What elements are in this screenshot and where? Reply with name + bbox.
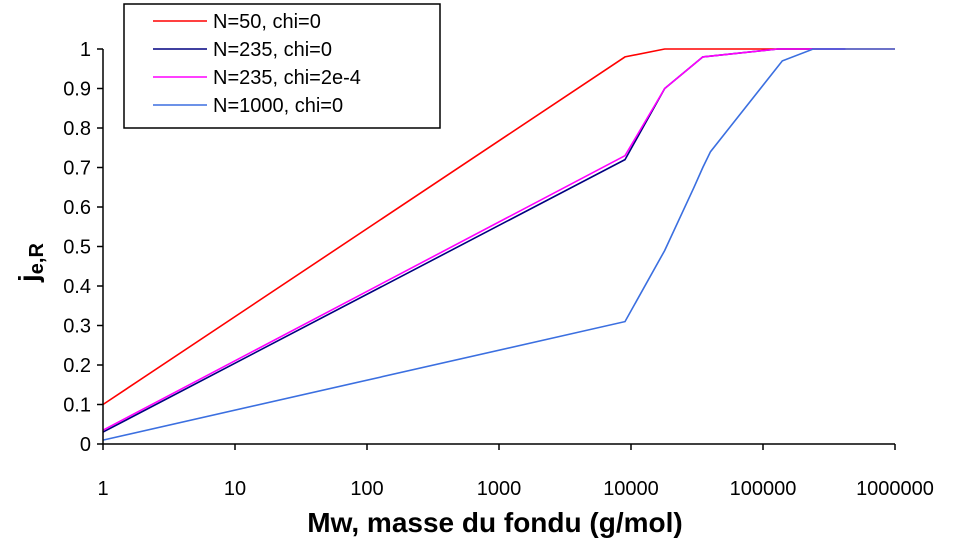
y-tick-label: 0 xyxy=(80,434,91,456)
legend-label: N=50, chi=0 xyxy=(213,11,321,33)
y-tick-label: 0.7 xyxy=(63,158,91,180)
x-tick-label: 10000 xyxy=(603,478,659,500)
y-axis-ticks: 0 0.1 0.2 0.3 0.4 0.5 0.6 0.7 0.8 0.9 1 xyxy=(63,39,103,456)
x-axis-ticks: 1 10 100 1000 10000 100000 1000000 xyxy=(97,444,934,500)
x-tick-label: 1 xyxy=(97,478,108,500)
legend-box xyxy=(123,3,441,129)
y-axis-title-main: je,R xyxy=(13,243,48,283)
y-tick-label: 0.6 xyxy=(63,197,91,219)
x-tick-label: 10 xyxy=(224,478,246,500)
x-tick-label: 100 xyxy=(350,478,383,500)
series-line-3 xyxy=(102,48,846,431)
y-tick-label: 0.8 xyxy=(63,118,91,140)
y-tick-label: 0.5 xyxy=(63,237,91,259)
y-tick-label: 0.1 xyxy=(63,395,91,417)
legend-label: N=1000, chi=0 xyxy=(213,95,343,117)
legend: N=50, chi=0 N=235, chi=0 N=235, chi=2e-4 N=… xyxy=(123,3,441,129)
y-tick-label: 0.4 xyxy=(63,276,91,298)
series-line-4 xyxy=(102,48,895,441)
legend-label: N=235, chi=2e-4 xyxy=(213,67,361,89)
x-tick-label: 100000 xyxy=(730,478,797,500)
y-axis-title: je,R xyxy=(13,243,48,283)
series-layer xyxy=(102,48,895,441)
legend-label: N=235, chi=0 xyxy=(213,39,332,61)
x-tick-label: 1000000 xyxy=(856,478,934,500)
y-tick-label: 1 xyxy=(80,39,91,61)
x-axis-title: Mw, masse du fondu (g/mol) xyxy=(307,507,682,538)
y-tick-label: 0.3 xyxy=(63,316,91,338)
x-tick-label: 1000 xyxy=(477,478,522,500)
y-tick-label: 0.9 xyxy=(63,79,91,101)
y-tick-label: 0.2 xyxy=(63,355,91,377)
